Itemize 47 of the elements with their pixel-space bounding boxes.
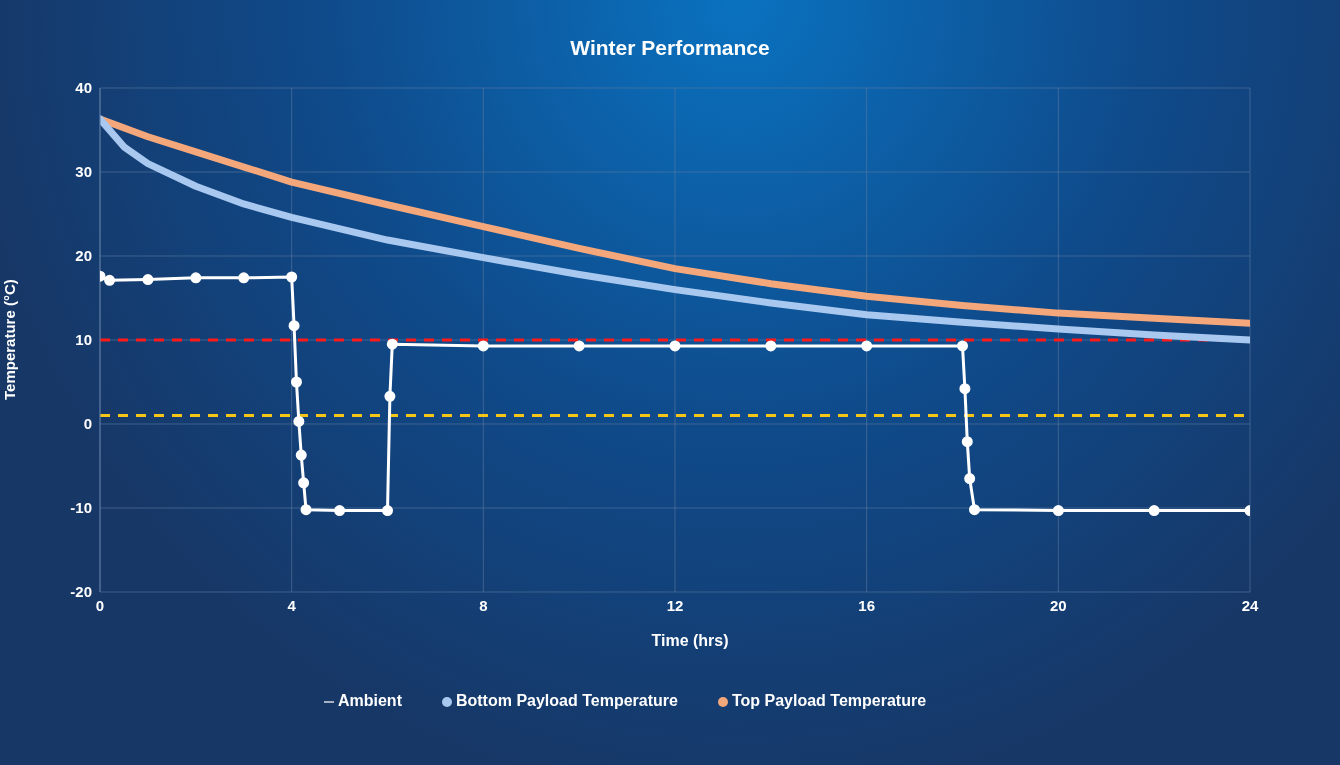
x-tick-label: 12	[666, 596, 684, 614]
point	[334, 505, 346, 517]
y-tick-label: -10	[70, 499, 92, 517]
y-tick-label: -20	[70, 583, 92, 601]
x-tick-label: 8	[479, 596, 488, 614]
point	[964, 473, 976, 485]
x-tick-label: 4	[287, 596, 297, 614]
point	[861, 340, 873, 352]
y-tick-label: 30	[75, 163, 92, 181]
point	[300, 504, 312, 516]
point	[142, 274, 154, 286]
chart-title: Winter Performance	[569, 36, 771, 60]
point	[104, 274, 116, 286]
point	[293, 415, 305, 427]
point	[382, 505, 393, 517]
legend-label: Ambient	[337, 692, 402, 709]
point	[384, 390, 396, 402]
point	[386, 338, 398, 350]
y-tick-label: 20	[75, 247, 92, 265]
point	[765, 340, 777, 352]
y-tick-label: 40	[75, 79, 92, 97]
point	[298, 477, 310, 489]
point	[286, 271, 298, 283]
point	[295, 449, 307, 461]
point	[238, 272, 250, 284]
point	[959, 383, 971, 395]
x-tick-label: 20	[1049, 596, 1067, 614]
point	[1148, 505, 1160, 517]
point	[968, 504, 980, 516]
legend-label: Bottom Payload Temperature	[455, 692, 678, 709]
point	[190, 272, 202, 284]
point	[290, 376, 302, 388]
point	[573, 340, 585, 352]
y-tick-label: 10	[75, 331, 92, 349]
point	[669, 340, 681, 352]
point	[1052, 505, 1064, 517]
x-tick-label: 24	[1241, 596, 1259, 614]
legend-label: Top Payload Temperature	[731, 692, 927, 709]
point	[477, 340, 489, 352]
x-tick-label: 16	[858, 596, 876, 614]
x-axis-title: Time (hrs)	[650, 632, 730, 650]
x-tick-label: 0	[95, 596, 105, 614]
y-axis-title: Temperature (°C)	[1, 279, 19, 400]
point	[961, 436, 973, 448]
point	[288, 320, 300, 332]
point	[957, 340, 968, 352]
y-tick-label: 0	[83, 415, 92, 433]
